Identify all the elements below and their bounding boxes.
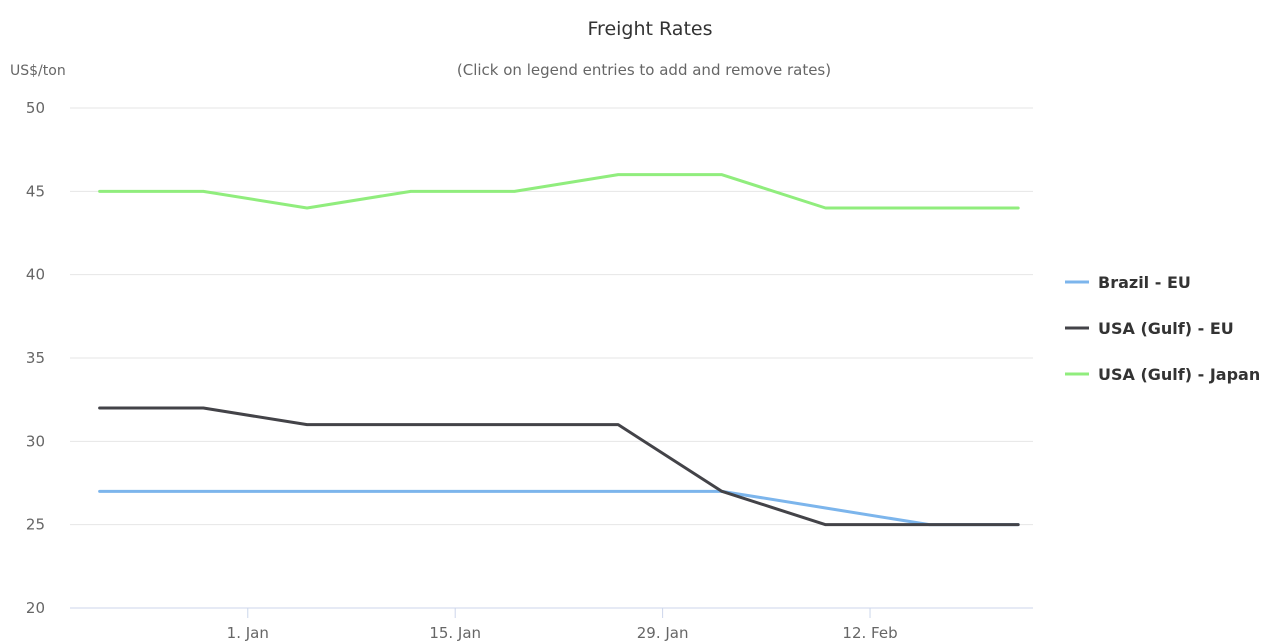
- y-axis-label: US$/ton: [10, 63, 66, 79]
- y-tick-label: 45: [26, 182, 45, 200]
- series-line[interactable]: [98, 173, 1020, 210]
- series-line[interactable]: [98, 489, 1020, 527]
- y-tick-label: 30: [26, 432, 45, 450]
- y-tick-label: 25: [26, 516, 45, 534]
- y-tick-label: 50: [26, 99, 45, 117]
- legend-label[interactable]: USA (Gulf) - Japan: [1098, 365, 1260, 384]
- legend-item-2[interactable]: USA (Gulf) - Japan: [1065, 365, 1260, 384]
- x-tick-label: 15. Jan: [429, 624, 481, 642]
- series-line[interactable]: [98, 406, 1020, 527]
- y-axis: 20 25 30 35 40 45 50: [26, 99, 45, 617]
- x-axis: 1. Jan 15. Jan 29. Jan 12. Feb: [70, 607, 1033, 642]
- plot-area: [98, 173, 1020, 527]
- chart-subtitle: (Click on legend entries to add and remo…: [457, 61, 831, 79]
- series-0: [98, 489, 1020, 527]
- chart-title: Freight Rates: [588, 18, 713, 40]
- y-tick-label: 20: [26, 599, 45, 617]
- legend-item-0[interactable]: Brazil - EU: [1065, 273, 1191, 292]
- x-tick-label: 12. Feb: [842, 624, 897, 642]
- x-tick-label: 1. Jan: [227, 624, 269, 642]
- legend-label[interactable]: USA (Gulf) - EU: [1098, 319, 1234, 338]
- legend: Brazil - EU USA (Gulf) - EU USA (Gulf) - J…: [1065, 273, 1260, 384]
- legend-item-1[interactable]: USA (Gulf) - EU: [1065, 319, 1234, 338]
- y-tick-label: 35: [26, 349, 45, 367]
- y-tick-label: 40: [26, 266, 45, 284]
- series-2: [98, 173, 1020, 210]
- series-1: [98, 406, 1020, 527]
- grid: [70, 107, 1033, 526]
- legend-label[interactable]: Brazil - EU: [1098, 273, 1191, 292]
- x-tick-label: 29. Jan: [637, 624, 689, 642]
